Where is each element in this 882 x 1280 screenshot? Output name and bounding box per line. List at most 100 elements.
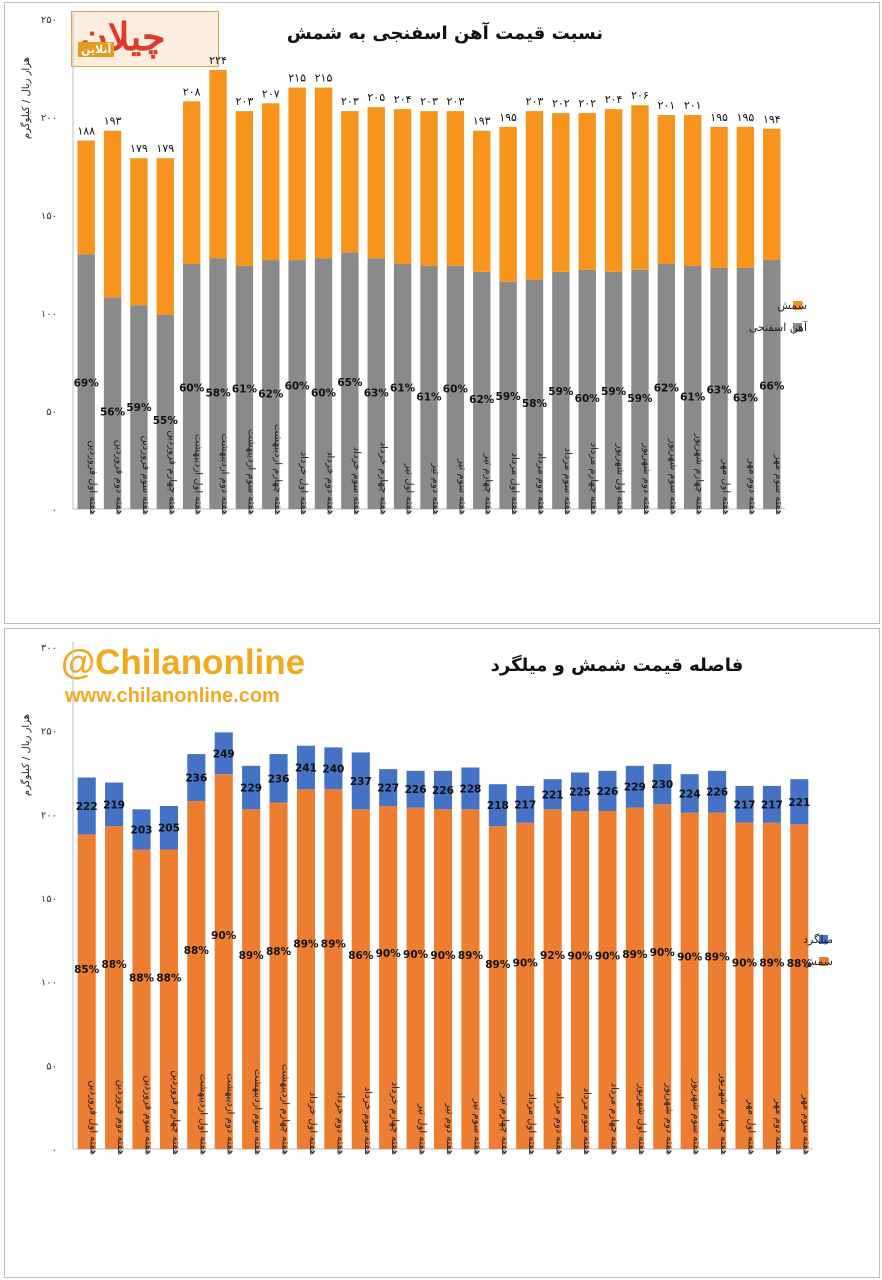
bar-upper-segment [762, 785, 781, 823]
bar-upper-segment [406, 770, 425, 808]
x-tick-label: هفته اول شهریور [615, 443, 626, 515]
total-data-label: 203 [131, 824, 153, 836]
x-tick-label: هفته دوم مهر [746, 458, 757, 515]
total-data-label: 222 [76, 801, 98, 813]
percent-data-label: 92% [540, 950, 566, 962]
bar-upper-segment [420, 111, 438, 266]
percent-data-label: 63% [364, 388, 390, 400]
total-data-label: 230 [651, 779, 673, 791]
bar-upper-segment [625, 765, 644, 808]
total-data-label: ۱۹۳ [104, 115, 122, 128]
x-tick-label: هفته سوم تیر [456, 458, 467, 515]
x-tick-label: هفته اول اردیبهشت [193, 434, 204, 515]
percent-data-label: 60% [179, 382, 205, 394]
x-tick-label: هفته دوم مرداد [554, 1092, 565, 1155]
bar-upper-segment [763, 128, 781, 261]
percent-data-label: 63% [733, 392, 759, 404]
percent-data-label: 62% [469, 394, 495, 406]
bar-lower-segment [680, 812, 699, 1149]
y-tick-label: ۵۰ [46, 407, 57, 418]
x-tick-label: هفته دوم خرداد [334, 1091, 345, 1155]
legend-label: آهن اسفنجی [749, 320, 808, 334]
bar-lower-segment [516, 822, 535, 1149]
total-data-label: 226 [596, 786, 618, 798]
percent-data-label: 89% [759, 957, 785, 969]
bar-lower-segment [132, 849, 151, 1149]
percent-data-label: 90% [595, 951, 621, 963]
bar-upper-segment [710, 126, 728, 268]
total-data-label: ۲۰۸ [183, 85, 201, 98]
percent-data-label: 60% [285, 381, 311, 393]
percent-data-label: 66% [759, 381, 785, 393]
bar-lower-segment [262, 260, 280, 509]
y-axis-label: هزار ریال / کیلوگرم [20, 714, 32, 796]
bar-upper-segment [367, 107, 385, 259]
bar-upper-segment [653, 764, 672, 805]
total-data-label: ۲۰۴ [605, 93, 623, 106]
percent-data-label: 89% [293, 939, 319, 951]
x-tick-label: هفته سوم مهر [800, 1094, 811, 1155]
bar-upper-segment [499, 126, 517, 282]
x-tick-label: هفته چهارم مرداد [608, 1083, 619, 1156]
bar-upper-segment [159, 805, 178, 850]
x-tick-label: هفته اول فروردین [88, 1080, 99, 1155]
percent-data-label: 88% [102, 959, 128, 971]
x-tick-label: هفته دوم خرداد [325, 451, 336, 515]
chart-panel-billet-rebar-gap: @Chilanonline www.chilanonline.com فاصله… [4, 628, 880, 1278]
total-data-label: ۲۱۵ [315, 72, 333, 85]
bar-lower-segment [159, 849, 178, 1149]
bar-lower-segment [324, 789, 343, 1149]
percent-data-label: 61% [416, 391, 442, 403]
percent-data-label: 62% [654, 382, 680, 394]
bar-upper-segment [379, 769, 398, 806]
x-tick-label: هفته دوم اردیبهشت [225, 1073, 236, 1155]
bar-lower-segment [296, 789, 316, 1149]
total-data-label: ۲۱۵ [288, 72, 306, 85]
total-data-label: ۲۰۳ [420, 95, 438, 108]
bar-upper-segment [209, 69, 227, 259]
bar-upper-segment [262, 103, 280, 261]
percent-data-label: 90% [513, 957, 539, 969]
total-data-label: 241 [295, 762, 317, 774]
percent-data-label: 56% [100, 406, 126, 418]
percent-data-label: 58% [522, 398, 548, 410]
bar-lower-segment [708, 812, 727, 1149]
legend-label: شمش [777, 299, 807, 312]
x-tick-label: هفته اول شهریور [636, 1083, 647, 1155]
bar-upper-segment [235, 111, 254, 266]
logo-subtext: آنلاین [78, 42, 115, 57]
total-data-label: 219 [103, 799, 125, 811]
percent-data-label: 58% [205, 388, 231, 400]
percent-data-label: 55% [153, 415, 179, 427]
x-tick-label: هفته اول مهر [745, 1099, 756, 1155]
bar-upper-segment [736, 126, 755, 268]
percent-data-label: 86% [348, 950, 374, 962]
x-tick-label: هفته سوم مرداد [581, 1088, 592, 1155]
x-tick-label: هفته دوم فروردین [115, 1080, 126, 1155]
bar-upper-segment [552, 113, 570, 272]
brand-site: www.chilanonline.com [65, 685, 280, 707]
bar-upper-segment [187, 754, 206, 801]
bar-upper-segment [735, 785, 754, 823]
chart-title: فاصله قیمت شمش و میلگرد [491, 654, 744, 676]
x-tick-label: هفته اول فروردین [87, 440, 98, 515]
percent-data-label: 90% [732, 957, 758, 969]
percent-data-label: 89% [458, 950, 484, 962]
bar-lower-segment [269, 802, 288, 1149]
x-tick-label: هفته دوم اردیبهشت [219, 433, 230, 515]
x-tick-label: هفته اول خرداد [307, 1092, 318, 1155]
total-data-label: ۲۰۵ [367, 91, 385, 104]
x-tick-label: هفته سوم خرداد [362, 1087, 373, 1155]
chart-1-svg: نسبت قیمت آهن اسفنجی به شمش هزار ریال / ک… [20, 13, 808, 516]
total-data-label: ۲۲۴ [209, 54, 227, 67]
bar-lower-segment [525, 279, 544, 509]
x-tick-label: هفته سوم فروردین [140, 435, 151, 515]
x-tick-label: هفته اول خرداد [298, 452, 309, 515]
bar-upper-segment [473, 130, 491, 272]
bar-lower-segment [367, 258, 385, 509]
total-data-label: 218 [487, 800, 509, 812]
bar-lower-segment [762, 822, 781, 1149]
bar-lower-segment [598, 810, 617, 1149]
total-data-label: ۲۰۲ [552, 97, 570, 110]
percent-data-label: 59% [496, 391, 522, 403]
